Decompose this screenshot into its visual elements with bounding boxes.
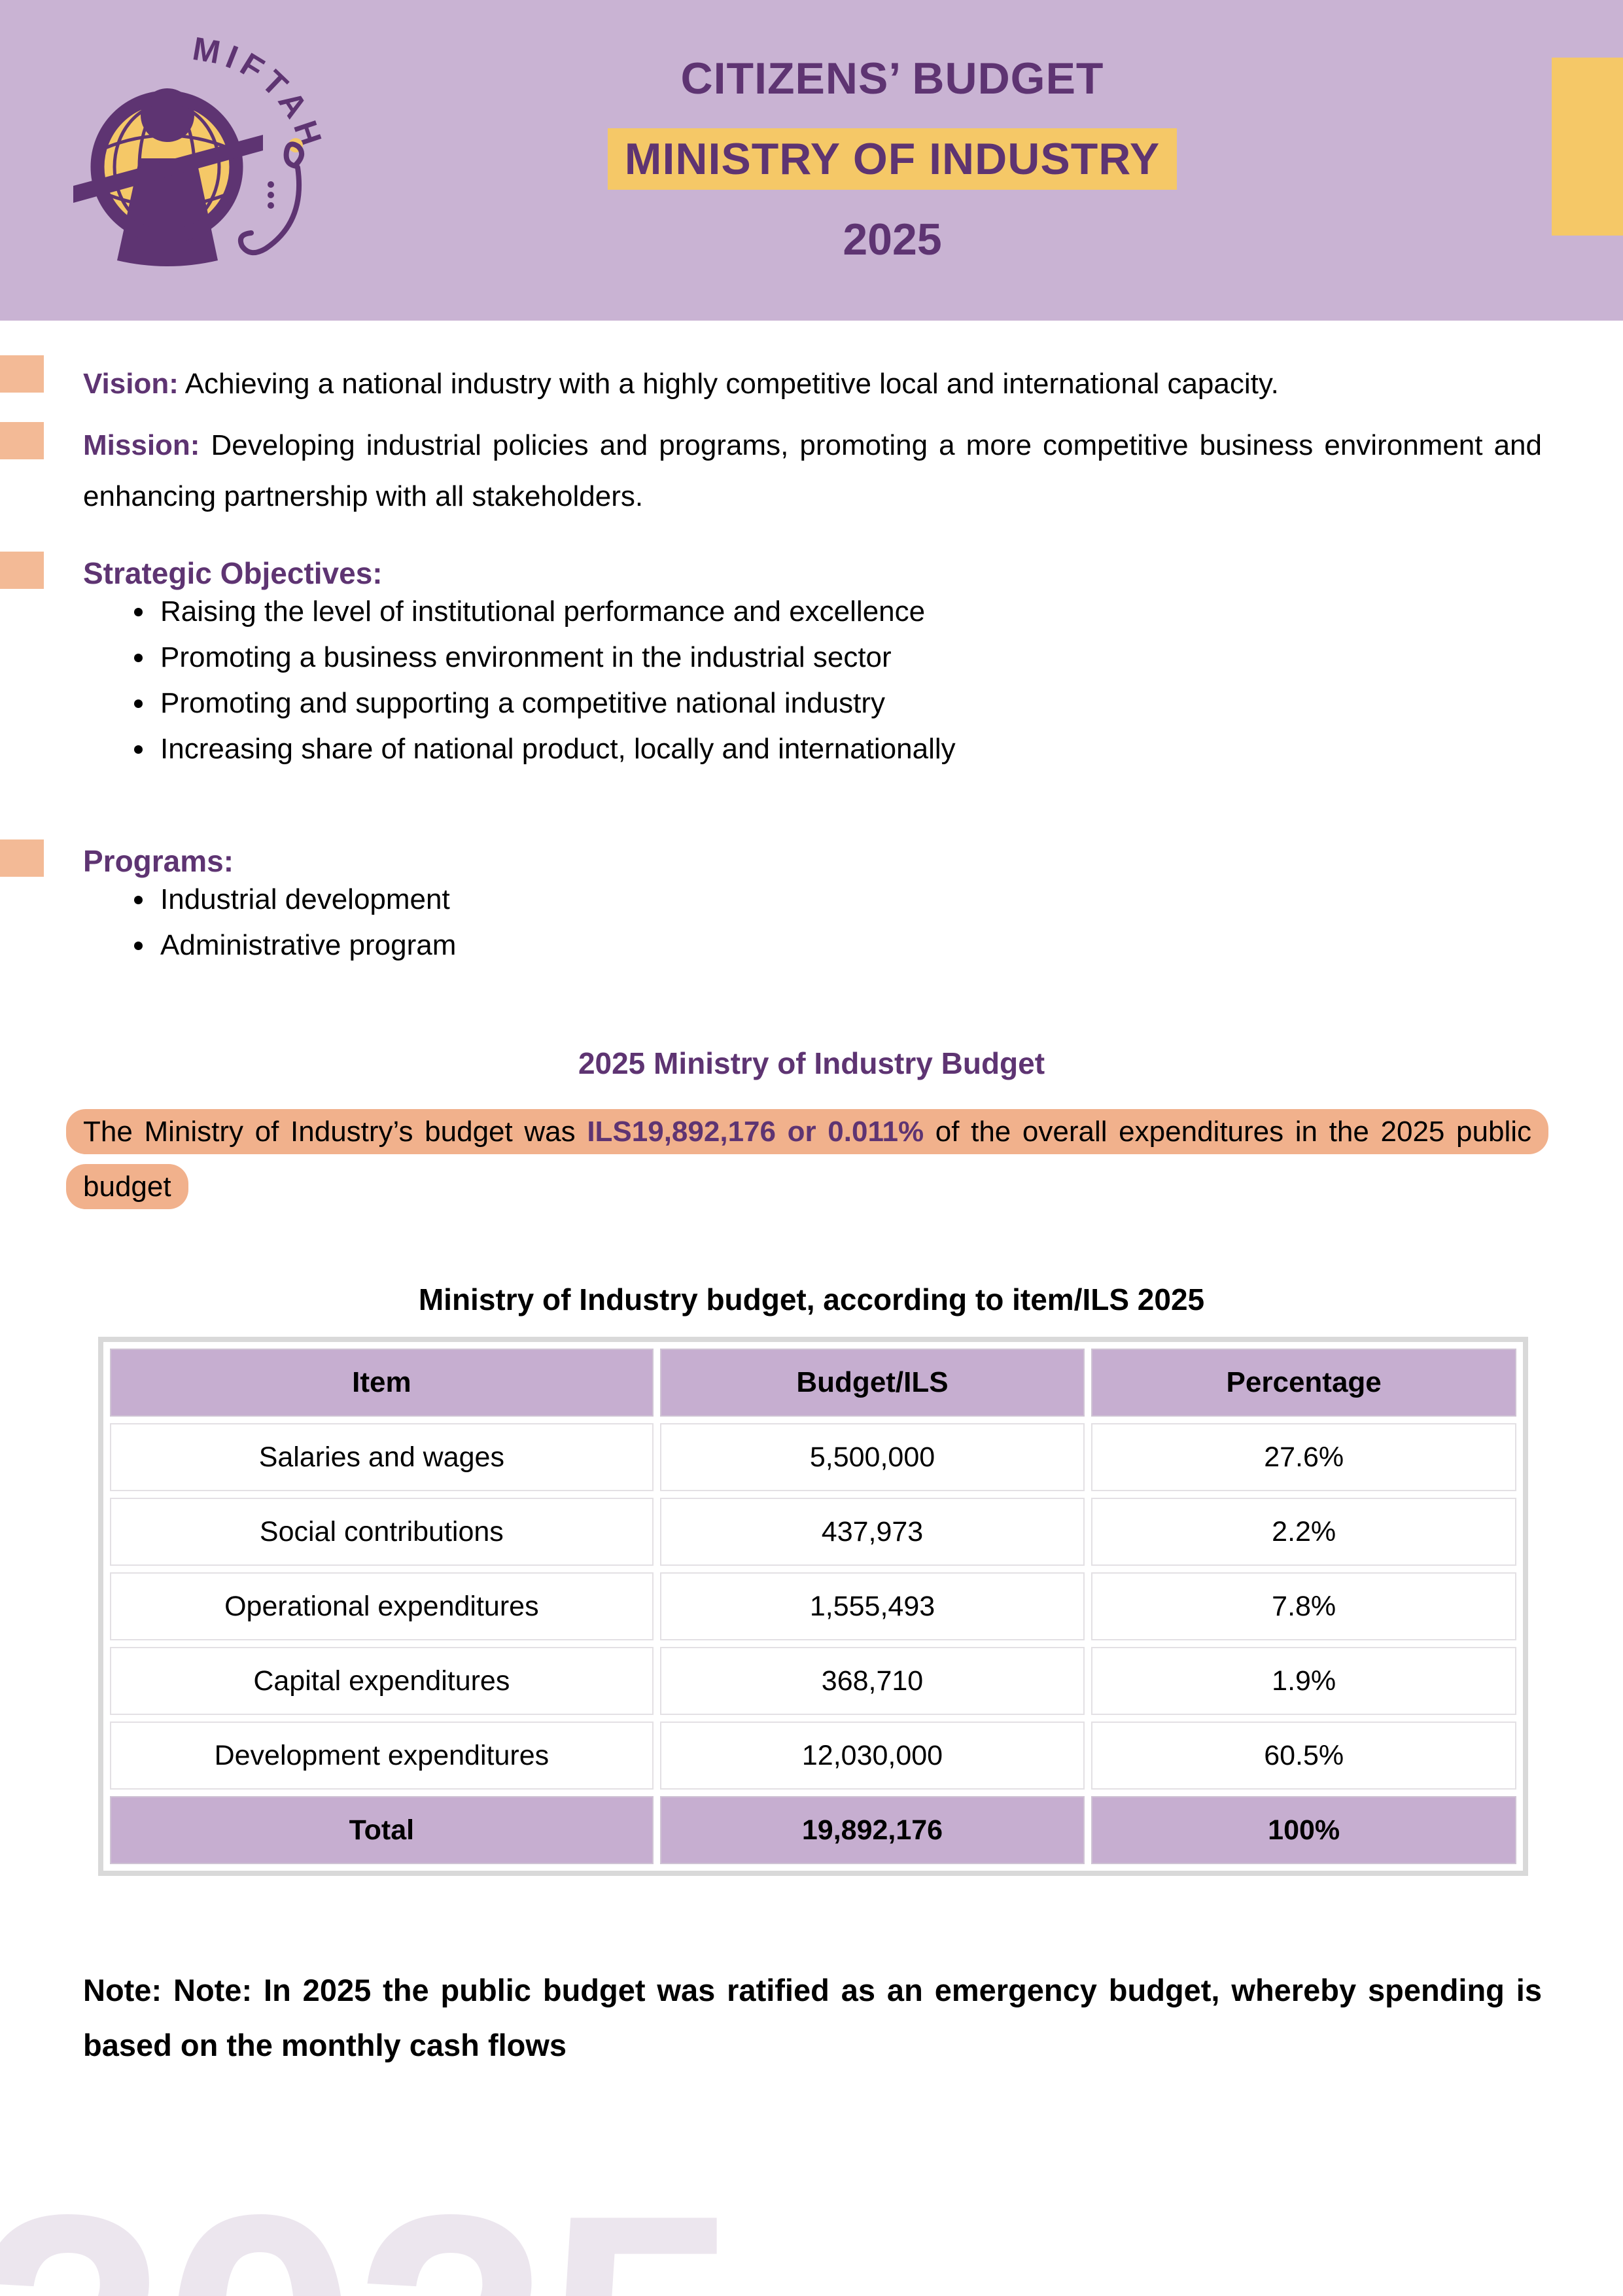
year-watermark: 2025 bbox=[0, 2163, 741, 2296]
vision-paragraph: Vision: Achieving a national industry wi… bbox=[83, 359, 1542, 410]
ministry-title: MINISTRY OF INDUSTRY bbox=[608, 128, 1177, 190]
cell-budget: 5,500,000 bbox=[659, 1423, 1085, 1491]
cell-item: Operational expenditures bbox=[110, 1572, 654, 1640]
cell-budget: 368,710 bbox=[659, 1647, 1085, 1715]
cell-budget: 437,973 bbox=[659, 1498, 1085, 1566]
cell-item: Capital expenditures bbox=[110, 1647, 654, 1715]
doc-title: CITIZENS’ BUDGET bbox=[680, 54, 1104, 103]
budget-table: Item Budget/ILS Percentage Salaries and … bbox=[98, 1337, 1528, 1876]
table-row: Social contributions 437,973 2.2% bbox=[110, 1498, 1516, 1566]
calligraphy-dots-icon bbox=[268, 181, 274, 209]
header-accent-bar bbox=[1552, 58, 1623, 236]
highlight-suffix: of the overall expenditures in the 2025 … bbox=[83, 1116, 1532, 1203]
programs-accent-square bbox=[0, 839, 44, 877]
cell-percentage: 1.9% bbox=[1091, 1647, 1516, 1715]
total-percentage: 100% bbox=[1091, 1796, 1516, 1864]
cell-item: Salaries and wages bbox=[110, 1423, 654, 1491]
cell-percentage: 60.5% bbox=[1091, 1722, 1516, 1790]
person-body-icon bbox=[117, 158, 218, 266]
budget-section-heading: 2025 Ministry of Industry Budget bbox=[578, 1046, 1045, 1080]
table-title: Ministry of Industry budget, according t… bbox=[418, 1282, 1205, 1316]
cell-item: Development expenditures bbox=[110, 1722, 654, 1790]
budget-highlight: The Ministry of Industry’s budget was IL… bbox=[66, 1104, 1549, 1214]
highlight-prefix: The Ministry of Industry’s budget was bbox=[83, 1116, 587, 1148]
strategic-accent-square bbox=[0, 552, 44, 589]
strategic-objectives-list: Raising the level of institutional perfo… bbox=[83, 589, 1542, 772]
column-header-percentage: Percentage bbox=[1091, 1349, 1516, 1417]
table-row: Development expenditures 12,030,000 60.5… bbox=[110, 1722, 1516, 1790]
list-item: Increasing share of national product, lo… bbox=[83, 726, 1542, 772]
vision-text: Achieving a national industry with a hig… bbox=[178, 368, 1279, 400]
total-budget: 19,892,176 bbox=[659, 1796, 1085, 1864]
mission-accent-square bbox=[0, 422, 44, 459]
vision-accent-square bbox=[0, 355, 44, 393]
note-paragraph: Note: Note: In 2025 the public budget wa… bbox=[83, 1973, 1542, 2062]
vision-label: Vision: bbox=[83, 368, 179, 400]
strategic-objectives-heading: Strategic Objectives: bbox=[83, 556, 383, 590]
swoosh-icon bbox=[73, 135, 263, 203]
cell-percentage: 27.6% bbox=[1091, 1423, 1516, 1491]
list-item: Raising the level of institutional perfo… bbox=[83, 589, 1542, 635]
programs-heading: Programs: bbox=[83, 844, 234, 878]
budget-amount: ILS19,892,176 or 0.011% bbox=[587, 1116, 924, 1148]
mission-text: Developing industrial policies and progr… bbox=[83, 429, 1542, 512]
table-row: Capital expenditures 368,710 1.9% bbox=[110, 1647, 1516, 1715]
list-item: Promoting a business environment in the … bbox=[83, 635, 1542, 680]
arabic-calligraphy-icon bbox=[237, 141, 305, 255]
cell-percentage: 2.2% bbox=[1091, 1498, 1516, 1566]
table-row: Operational expenditures 1,555,493 7.8% bbox=[110, 1572, 1516, 1640]
mission-label: Mission: bbox=[83, 429, 200, 461]
total-label: Total bbox=[110, 1796, 654, 1864]
mission-paragraph: Mission: Developing industrial policies … bbox=[83, 420, 1542, 522]
page-header: MIFTAH CITIZENS’ BUDGET MINISTRY OF INDU… bbox=[0, 0, 1623, 321]
cell-budget: 1,555,493 bbox=[659, 1572, 1085, 1640]
ring-icon bbox=[90, 90, 243, 243]
programs-list: Industrial development Administrative pr… bbox=[83, 877, 1542, 968]
miftah-logo: MIFTAH bbox=[73, 30, 324, 266]
list-item: Promoting and supporting a competitive n… bbox=[83, 680, 1542, 726]
table-total-row: Total 19,892,176 100% bbox=[110, 1796, 1516, 1864]
cell-item: Social contributions bbox=[110, 1498, 654, 1566]
cell-budget: 12,030,000 bbox=[659, 1722, 1085, 1790]
column-header-item: Item bbox=[110, 1349, 654, 1417]
table-header-row: Item Budget/ILS Percentage bbox=[110, 1349, 1516, 1417]
cell-percentage: 7.8% bbox=[1091, 1572, 1516, 1640]
column-header-budget: Budget/ILS bbox=[659, 1349, 1085, 1417]
year-title: 2025 bbox=[843, 215, 942, 264]
table-row: Salaries and wages 5,500,000 27.6% bbox=[110, 1423, 1516, 1491]
list-item: Administrative program bbox=[83, 923, 1542, 968]
list-item: Industrial development bbox=[83, 877, 1542, 923]
